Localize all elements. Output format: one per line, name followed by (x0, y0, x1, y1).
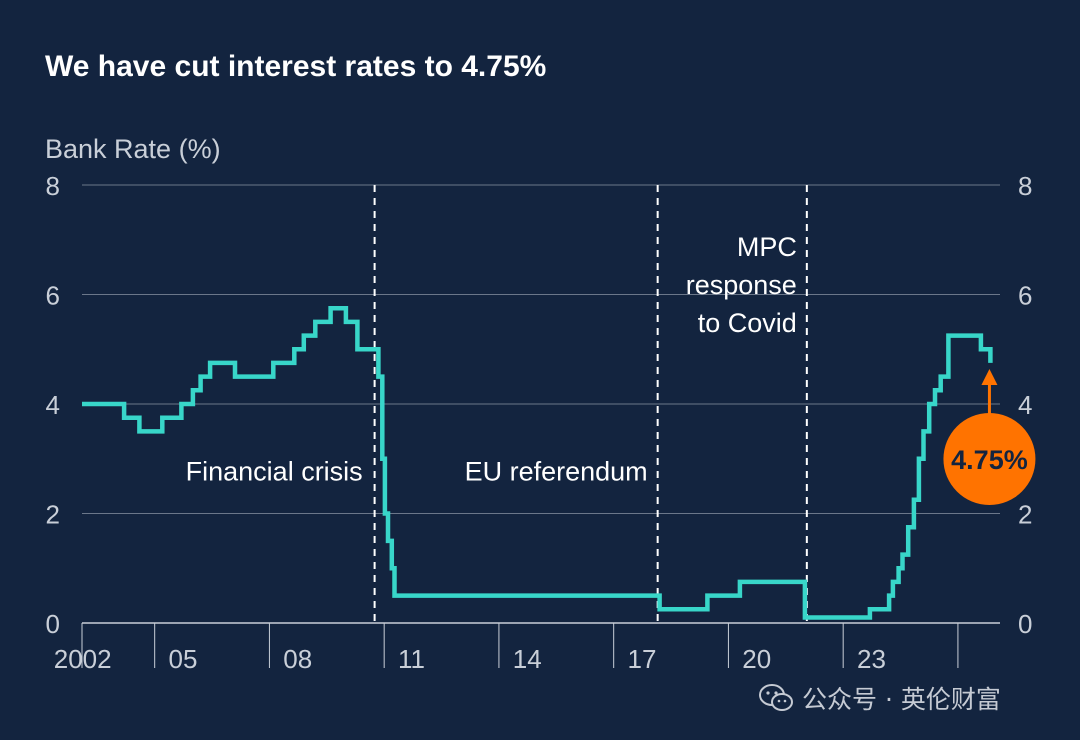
event-annotation: EU referendum (465, 457, 648, 487)
x-tick-label: 23 (857, 644, 886, 674)
y-tick-label-left: 6 (46, 281, 60, 311)
watermark-text: 公众号 · 英伦财富 (802, 685, 1001, 714)
watermark: 公众号 · 英伦财富 (758, 680, 1001, 716)
x-tick-label: 2002 (54, 644, 112, 674)
chart-title: We have cut interest rates to 4.75% (45, 50, 547, 83)
y-tick-label-left: 0 (46, 609, 60, 639)
wechat-icon (759, 684, 793, 711)
event-annotation: response (686, 270, 797, 300)
event-annotation: Financial crisis (186, 457, 363, 487)
y-tick-label-right: 0 (1018, 609, 1032, 639)
x-tick-label: 14 (513, 644, 542, 674)
bank-rate-line (82, 305, 993, 620)
x-tick-label: 11 (398, 644, 425, 674)
y-tick-label-right: 2 (1018, 500, 1032, 530)
y-tick-label-right: 6 (1018, 281, 1032, 311)
x-tick-label: 05 (169, 644, 198, 674)
x-tick-label: 20 (742, 644, 771, 674)
event-annotation: to Covid (698, 308, 797, 338)
y-tick-label-left: 4 (46, 390, 60, 420)
y-tick-label-right: 4 (1018, 390, 1032, 420)
callout-badge (943, 413, 1036, 505)
y-tick-label-right: 8 (1018, 171, 1032, 201)
y-tick-label-left: 2 (46, 500, 60, 530)
x-tick-label: 08 (283, 644, 312, 674)
event-annotation: MPC (737, 232, 797, 262)
callout-value-label: 4.75% (951, 445, 1028, 475)
y-tick-label-left: 8 (46, 171, 60, 201)
x-tick-label: 17 (628, 644, 657, 674)
callout-arrow-head (981, 368, 998, 385)
y-axis-label: Bank Rate (%) (45, 134, 221, 164)
